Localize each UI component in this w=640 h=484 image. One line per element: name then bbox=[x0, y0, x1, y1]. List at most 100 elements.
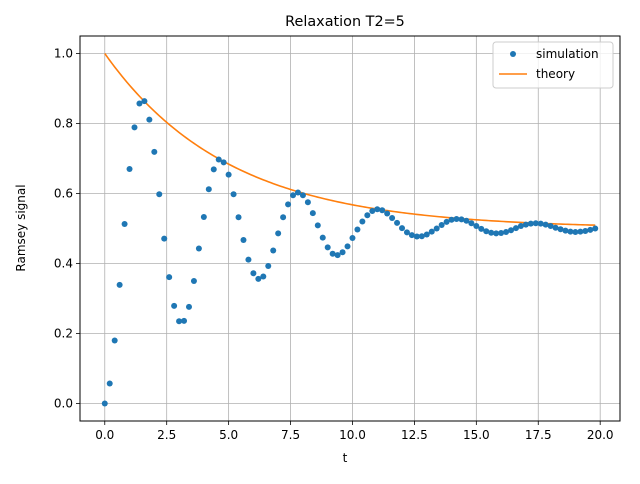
simulation-point bbox=[324, 244, 331, 251]
simulation-series bbox=[101, 98, 599, 407]
simulation-point bbox=[354, 226, 361, 233]
simulation-point bbox=[344, 243, 351, 250]
x-tick-label: 5.0 bbox=[219, 428, 238, 442]
simulation-point bbox=[408, 232, 415, 239]
x-tick-label: 2.5 bbox=[157, 428, 176, 442]
simulation-point bbox=[334, 252, 341, 259]
simulation-point bbox=[582, 227, 589, 234]
y-tick-label: 0.2 bbox=[54, 327, 73, 341]
simulation-point bbox=[537, 220, 544, 227]
simulation-point bbox=[200, 213, 207, 220]
y-tick-label: 1.0 bbox=[54, 47, 73, 61]
simulation-point bbox=[195, 245, 202, 252]
x-tick-label: 7.5 bbox=[281, 428, 300, 442]
simulation-point bbox=[171, 302, 178, 309]
simulation-point bbox=[359, 218, 366, 225]
simulation-point bbox=[116, 281, 123, 288]
simulation-point bbox=[443, 218, 450, 225]
plot-frame bbox=[79, 35, 621, 422]
simulation-point bbox=[508, 227, 515, 234]
simulation-point bbox=[547, 223, 554, 230]
simulation-point bbox=[205, 186, 212, 193]
simulation-point bbox=[255, 275, 262, 282]
simulation-point bbox=[587, 226, 594, 233]
simulation-point bbox=[275, 230, 282, 237]
simulation-point bbox=[413, 233, 420, 240]
y-tick-label: 0.6 bbox=[54, 187, 73, 201]
simulation-point bbox=[577, 228, 584, 235]
simulation-point bbox=[131, 124, 138, 131]
simulation-point bbox=[181, 317, 188, 324]
simulation-point bbox=[542, 221, 549, 228]
theory-series bbox=[104, 53, 596, 226]
simulation-point bbox=[384, 210, 391, 217]
simulation-point bbox=[106, 380, 113, 387]
grid bbox=[80, 36, 620, 421]
simulation-point bbox=[210, 166, 217, 173]
simulation-point bbox=[136, 100, 143, 107]
y-axis-label: Ramsey signal bbox=[14, 184, 28, 271]
simulation-point bbox=[240, 237, 247, 244]
simulation-point bbox=[285, 201, 292, 208]
simulation-point bbox=[488, 229, 495, 236]
y-tick-label: 0.4 bbox=[54, 257, 73, 271]
simulation-point bbox=[562, 227, 569, 234]
simulation-point bbox=[418, 233, 425, 240]
simulation-point bbox=[185, 303, 192, 310]
simulation-point bbox=[146, 116, 153, 123]
simulation-point bbox=[403, 229, 410, 236]
simulation-point bbox=[394, 219, 401, 226]
legend-label-theory: theory bbox=[536, 67, 575, 81]
simulation-point bbox=[250, 270, 257, 277]
simulation-point bbox=[314, 222, 321, 229]
simulation-point bbox=[101, 400, 108, 407]
simulation-point bbox=[265, 262, 272, 269]
simulation-point bbox=[503, 229, 510, 235]
simulation-point bbox=[453, 216, 460, 223]
x-tick-label: 0.0 bbox=[95, 428, 114, 442]
simulation-point bbox=[151, 148, 158, 155]
simulation-point bbox=[369, 208, 376, 214]
simulation-point bbox=[389, 215, 396, 221]
simulation-point bbox=[299, 192, 306, 199]
simulation-point bbox=[245, 256, 252, 263]
simulation-point bbox=[304, 199, 311, 206]
simulation-point bbox=[483, 228, 490, 235]
simulation-point bbox=[572, 229, 579, 235]
simulation-point bbox=[527, 220, 534, 227]
chart-title: Relaxation T2=5 bbox=[285, 14, 405, 30]
simulation-point bbox=[517, 223, 524, 230]
simulation-point bbox=[379, 207, 386, 214]
simulation-point bbox=[319, 234, 326, 241]
simulation-point bbox=[364, 212, 371, 219]
simulation-point bbox=[290, 192, 297, 199]
simulation-point bbox=[557, 226, 564, 233]
simulation-point bbox=[121, 220, 128, 227]
simulation-point bbox=[433, 225, 440, 232]
simulation-point bbox=[141, 98, 148, 105]
x-axis-label: t bbox=[343, 451, 348, 465]
simulation-point bbox=[215, 156, 222, 163]
simulation-point bbox=[156, 191, 163, 198]
simulation-point bbox=[532, 220, 539, 227]
simulation-point bbox=[339, 249, 346, 256]
simulation-point bbox=[161, 235, 168, 242]
simulation-point bbox=[225, 171, 232, 178]
simulation-point bbox=[260, 273, 267, 280]
legend-marker-simulation bbox=[510, 51, 516, 57]
legend-label-simulation: simulation bbox=[536, 47, 599, 61]
simulation-point bbox=[126, 166, 133, 172]
simulation-point bbox=[463, 217, 470, 224]
simulation-point bbox=[428, 228, 435, 235]
simulation-point bbox=[220, 159, 227, 166]
simulation-point bbox=[374, 206, 381, 213]
legend-box bbox=[492, 41, 614, 89]
x-ticks: 0.0 2.5 5.0 7.5 10.0 12.5 15.0 17.5 20.0 bbox=[95, 421, 614, 442]
simulation-point bbox=[473, 223, 480, 230]
x-tick-label: 15.0 bbox=[463, 428, 490, 442]
simulation-point bbox=[190, 278, 197, 284]
simulation-point bbox=[478, 225, 485, 232]
simulation-point bbox=[309, 210, 316, 217]
simulation-point bbox=[512, 225, 519, 232]
